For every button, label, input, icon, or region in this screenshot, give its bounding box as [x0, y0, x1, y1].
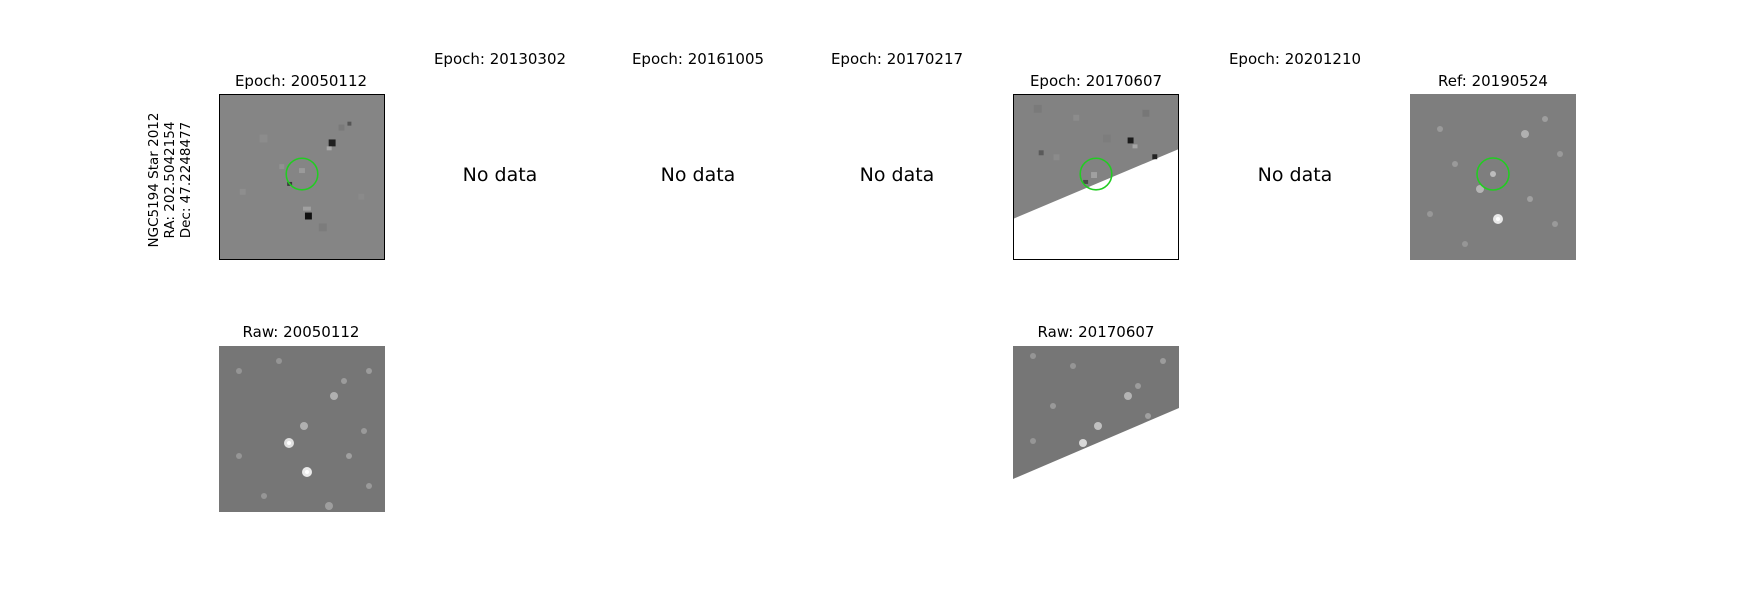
star-dec: Dec: 47.2248477 [178, 121, 194, 239]
target-circle [1476, 157, 1510, 191]
ref-image-20190524 [1410, 94, 1576, 260]
no-data-20130302: No data [462, 164, 538, 186]
no-data-20170217: No data [859, 164, 935, 186]
title-epoch-20170607: Epoch: 20170607 [1029, 72, 1163, 90]
star-ra: RA: 202.5042154 [162, 121, 178, 239]
target-circle [285, 157, 319, 191]
raw-image-20050112 [219, 346, 385, 512]
no-data-20161005: No data [660, 164, 736, 186]
no-data-20201210: No data [1257, 164, 1333, 186]
diff-image-20170607 [1013, 94, 1179, 260]
star-info-label: NGC5194 Star 2012 RA: 202.5042154 Dec: 4… [146, 113, 194, 248]
title-epoch-20161005: Epoch: 20161005 [631, 50, 765, 68]
title-raw-20170607: Raw: 20170607 [1037, 323, 1155, 341]
title-epoch-20201210: Epoch: 20201210 [1228, 50, 1362, 68]
raw-image-20170607 [1013, 346, 1179, 512]
star-name: NGC5194 Star 2012 [146, 112, 162, 248]
title-epoch-20050112: Epoch: 20050112 [234, 72, 368, 90]
title-epoch-20170217: Epoch: 20170217 [830, 50, 964, 68]
diff-image-20050112 [219, 94, 385, 260]
target-circle [1079, 157, 1113, 191]
title-epoch-20130302: Epoch: 20130302 [433, 50, 567, 68]
title-raw-20050112: Raw: 20050112 [242, 323, 360, 341]
title-ref-20190524: Ref: 20190524 [1438, 72, 1548, 90]
